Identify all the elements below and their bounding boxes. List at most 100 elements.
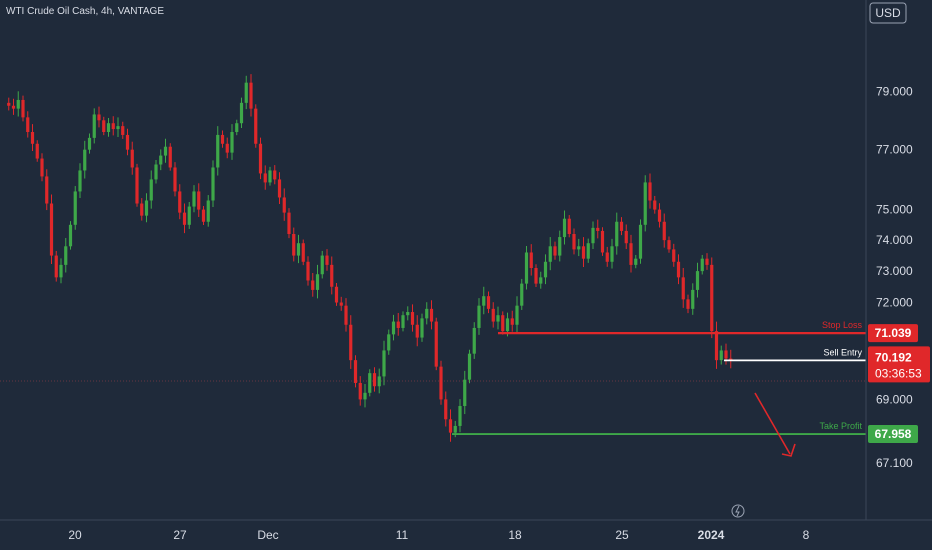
candle bbox=[524, 245, 529, 290]
candle bbox=[463, 370, 467, 415]
candle bbox=[192, 185, 196, 213]
last-price-tag: 70.192 03:36:53 bbox=[868, 346, 930, 383]
candle bbox=[325, 249, 329, 271]
candle bbox=[78, 163, 82, 198]
candle bbox=[35, 140, 39, 162]
candle bbox=[178, 184, 182, 220]
candle bbox=[558, 230, 562, 262]
candle bbox=[263, 165, 267, 190]
take-profit-price: 67.958 bbox=[875, 427, 912, 441]
candle bbox=[705, 253, 709, 270]
candle bbox=[339, 296, 343, 311]
candle bbox=[344, 298, 348, 332]
candle bbox=[415, 315, 419, 347]
candle bbox=[87, 133, 92, 154]
candle bbox=[529, 244, 533, 276]
candle bbox=[239, 97, 244, 128]
candle bbox=[382, 340, 386, 386]
candle bbox=[11, 98, 16, 115]
candle bbox=[187, 202, 191, 229]
candle bbox=[572, 228, 576, 255]
candle bbox=[168, 143, 172, 171]
candle bbox=[197, 183, 201, 217]
candle bbox=[377, 368, 381, 394]
candle bbox=[638, 219, 643, 264]
candle bbox=[439, 360, 443, 405]
candle bbox=[49, 194, 54, 264]
candle bbox=[596, 219, 600, 239]
candle bbox=[691, 283, 695, 315]
candle bbox=[130, 141, 134, 175]
candle bbox=[539, 271, 543, 289]
candle bbox=[491, 302, 495, 328]
candle bbox=[401, 311, 405, 332]
candle bbox=[363, 383, 367, 408]
candle bbox=[83, 140, 87, 179]
price-tick-label: 69.000 bbox=[876, 392, 913, 406]
candle bbox=[154, 160, 158, 184]
candle bbox=[496, 306, 500, 330]
candle bbox=[244, 75, 248, 110]
candle bbox=[111, 116, 115, 136]
candle bbox=[548, 237, 552, 271]
candle bbox=[472, 322, 476, 359]
candle bbox=[92, 108, 96, 144]
currency-button[interactable] bbox=[869, 2, 907, 24]
candle bbox=[220, 130, 225, 148]
candle bbox=[534, 264, 538, 288]
candle bbox=[159, 149, 163, 171]
time-tick-label: Dec bbox=[257, 528, 278, 542]
price-tick-label: 77.000 bbox=[876, 143, 913, 157]
candle bbox=[425, 302, 429, 325]
candle bbox=[510, 310, 514, 332]
candle bbox=[149, 170, 153, 209]
time-tick-label: 2024 bbox=[698, 528, 725, 542]
candle bbox=[301, 239, 305, 266]
candle bbox=[648, 173, 652, 209]
candle bbox=[477, 298, 481, 335]
candle bbox=[543, 254, 548, 285]
candle bbox=[643, 175, 647, 232]
candle bbox=[54, 250, 58, 282]
candle bbox=[662, 213, 666, 248]
candle bbox=[667, 236, 671, 253]
candle bbox=[211, 160, 215, 208]
time-tick-label: 20 bbox=[68, 528, 82, 542]
candle bbox=[624, 224, 628, 250]
candle bbox=[40, 153, 44, 182]
chart-title: WTI Crude Oil Cash, 4h, VANTAGE bbox=[6, 6, 164, 17]
price-tick-label: 73.000 bbox=[876, 264, 913, 278]
take-profit-price-tag: 67.958 bbox=[868, 425, 918, 444]
bar-countdown: 03:36:53 bbox=[875, 366, 922, 380]
candle bbox=[144, 193, 149, 223]
time-tick-label: 27 bbox=[173, 528, 187, 542]
lightning-icon[interactable] bbox=[731, 504, 745, 518]
candle bbox=[619, 217, 624, 236]
candle bbox=[306, 256, 310, 286]
candle bbox=[729, 349, 733, 369]
last-price: 70.192 bbox=[875, 350, 912, 364]
candle bbox=[387, 329, 391, 355]
candle bbox=[16, 91, 20, 117]
candle bbox=[391, 314, 396, 341]
projection-arrow-shaft bbox=[754, 392, 791, 455]
price-axis-panel[interactable] bbox=[866, 0, 932, 550]
candle bbox=[45, 169, 49, 211]
candle bbox=[429, 300, 434, 330]
candle bbox=[349, 315, 353, 369]
candle bbox=[372, 367, 377, 392]
candle bbox=[173, 162, 177, 197]
candle bbox=[444, 391, 448, 427]
candle bbox=[719, 345, 723, 365]
candle bbox=[135, 163, 139, 207]
candle bbox=[410, 304, 415, 332]
candle bbox=[116, 117, 120, 137]
candle bbox=[710, 257, 714, 339]
candle bbox=[434, 317, 438, 371]
candle bbox=[577, 238, 581, 257]
candle bbox=[235, 119, 239, 136]
candle bbox=[121, 121, 125, 139]
